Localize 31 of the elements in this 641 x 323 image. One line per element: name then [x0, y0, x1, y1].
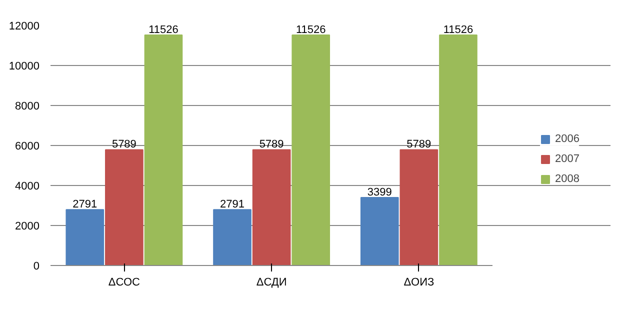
data-label: 3399	[367, 186, 392, 199]
y-tick-label: 4000	[15, 180, 40, 192]
bar	[360, 197, 399, 266]
bar	[439, 34, 478, 266]
bar	[105, 149, 144, 266]
y-tick-label: 0	[33, 260, 40, 272]
x-tick-label: ΔОИЗ	[404, 276, 435, 288]
data-label: 5789	[259, 138, 284, 151]
data-label: 5789	[112, 138, 136, 151]
bar	[400, 149, 438, 266]
data-label: 11526	[443, 24, 474, 36]
data-label: 11526	[296, 24, 326, 36]
x-tick-label: ΔСОС	[108, 276, 140, 288]
bar	[144, 34, 183, 266]
y-tick-label: 8000	[15, 100, 40, 112]
y-tick-label: 10000	[8, 60, 40, 72]
data-label: 2791	[72, 198, 98, 211]
x-tick-label: ΔСДИ	[256, 276, 287, 288]
data-label: 2791	[220, 198, 245, 211]
y-tick-label: 2000	[15, 220, 40, 232]
legend-label: 2007	[555, 153, 580, 165]
data-label: 5789	[406, 138, 432, 151]
y-tick-label: 12000	[8, 20, 40, 32]
legend-label: 2008	[555, 173, 580, 185]
bar	[252, 149, 291, 266]
data-label: 11526	[148, 24, 178, 36]
bar	[66, 209, 104, 266]
bar	[292, 34, 330, 266]
y-tick-label: 6000	[15, 140, 40, 152]
legend-label: 2006	[555, 133, 580, 145]
bar	[213, 209, 252, 266]
